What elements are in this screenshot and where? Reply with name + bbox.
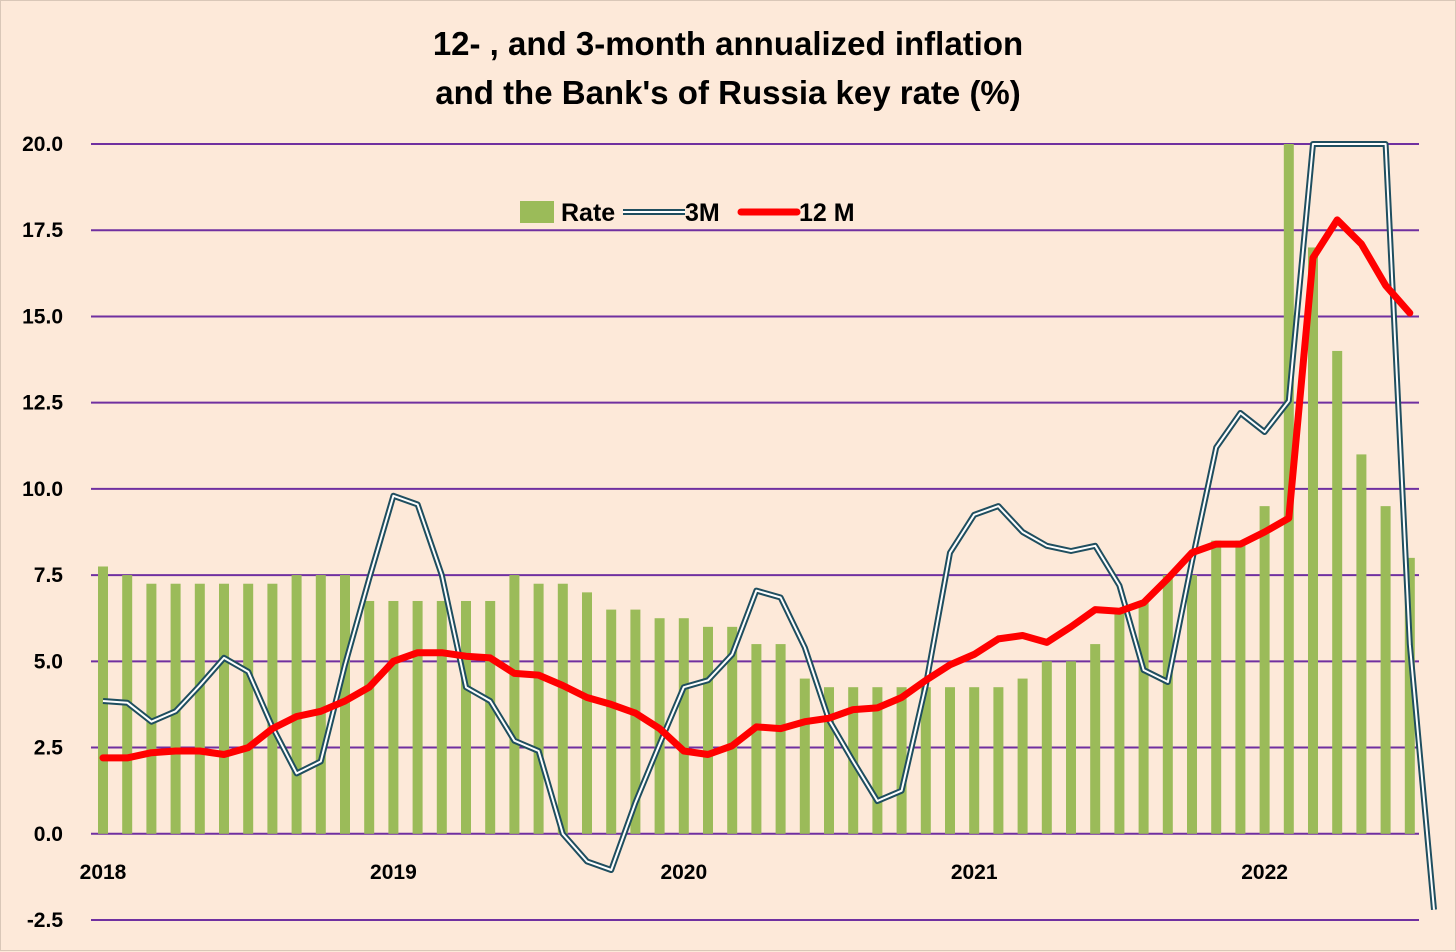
x-tick-label: 2020 bbox=[660, 861, 707, 884]
rate-bar bbox=[1356, 454, 1367, 834]
rate-bar bbox=[751, 644, 762, 834]
y-tick-label: 10.0 bbox=[22, 478, 63, 501]
rate-bar bbox=[533, 583, 544, 834]
rate-bar bbox=[920, 687, 931, 834]
y-tick-label: 0.0 bbox=[34, 823, 63, 846]
y-tick-label: 7.5 bbox=[34, 564, 64, 587]
rate-bar bbox=[993, 687, 1004, 834]
rate-bar bbox=[1211, 540, 1222, 834]
legend-rate-swatch bbox=[520, 201, 554, 223]
rate-bar bbox=[1259, 506, 1270, 834]
x-tick-label: 2019 bbox=[370, 861, 417, 884]
rate-bar bbox=[1187, 575, 1197, 834]
rate-bar bbox=[194, 583, 205, 834]
line-12m bbox=[99, 216, 1414, 762]
rate-bar bbox=[872, 687, 883, 834]
x-axis-ticks: 2018 2019 2020 2021 2022 bbox=[80, 861, 1288, 884]
rate-bar bbox=[1380, 506, 1391, 834]
rate-bar bbox=[1066, 661, 1076, 834]
rate-bar bbox=[1308, 247, 1318, 834]
rate-bar bbox=[775, 644, 786, 834]
rate-bar bbox=[606, 609, 617, 834]
rate-bar bbox=[1114, 609, 1125, 834]
rate-bar bbox=[412, 600, 423, 834]
rate-bar bbox=[1162, 575, 1173, 834]
rate-bar bbox=[1090, 644, 1101, 834]
rate-bar bbox=[146, 583, 157, 834]
y-tick-label: -2.5 bbox=[27, 909, 64, 932]
rate-bar bbox=[1404, 557, 1415, 834]
rate-bar bbox=[98, 566, 108, 834]
x-tick-label: 2018 bbox=[80, 861, 127, 884]
chart-title-line-1: 12- , and 3-month annualized inflation bbox=[433, 25, 1023, 62]
legend-rate-label: Rate bbox=[561, 199, 615, 227]
y-axis-ticks: 20.0 17.5 15.0 12.5 10.0 7.5 5.0 2.5 0.0 -2.5 bbox=[22, 133, 63, 932]
y-tick-label: 15.0 bbox=[22, 305, 63, 328]
legend-12m-label: 12 M bbox=[799, 199, 855, 227]
chart-title-line-2: and the Bank's of Russia key rate (%) bbox=[435, 74, 1021, 111]
rate-bar bbox=[945, 687, 955, 834]
y-tick-label: 2.5 bbox=[34, 737, 64, 760]
line-3m-outline bbox=[102, 141, 1437, 910]
legend-3m-label: 3M bbox=[685, 199, 720, 227]
rate-bar bbox=[364, 600, 375, 834]
rate-bar bbox=[557, 583, 568, 834]
rate-bar bbox=[1041, 661, 1052, 834]
rate-bar bbox=[509, 575, 520, 834]
y-tick-label: 17.5 bbox=[22, 219, 63, 242]
rate-bar bbox=[582, 592, 592, 834]
rate-bar bbox=[824, 687, 834, 834]
rate-bar bbox=[727, 626, 738, 834]
rate-bar bbox=[1138, 600, 1149, 834]
rate-bar bbox=[969, 687, 980, 834]
rate-bar bbox=[896, 687, 907, 834]
y-tick-label: 5.0 bbox=[34, 650, 63, 673]
rate-bar bbox=[1017, 678, 1028, 834]
line-3m-inner bbox=[102, 143, 1435, 910]
y-tick-label: 20.0 bbox=[22, 133, 63, 156]
rate-bar bbox=[388, 600, 399, 834]
rate-bar bbox=[1235, 540, 1246, 834]
rate-bar bbox=[243, 583, 254, 834]
x-tick-label: 2022 bbox=[1241, 861, 1288, 884]
legend: Rate 3M 12 M bbox=[520, 199, 855, 227]
rate-bar bbox=[219, 583, 229, 834]
rate-bar bbox=[1332, 350, 1343, 834]
rate-bar bbox=[267, 583, 278, 834]
x-tick-label: 2021 bbox=[951, 861, 998, 884]
rate-bar bbox=[291, 575, 302, 834]
rate-bar bbox=[799, 678, 810, 834]
rate-bar bbox=[630, 609, 641, 834]
rate-bar bbox=[703, 626, 713, 834]
rate-bar bbox=[678, 618, 689, 834]
rate-bar bbox=[315, 575, 326, 834]
rate-bar bbox=[485, 600, 496, 834]
rate-bar bbox=[461, 600, 471, 834]
y-tick-label: 12.5 bbox=[22, 392, 63, 415]
rate-bar bbox=[436, 600, 447, 834]
series-lines bbox=[99, 141, 1437, 910]
